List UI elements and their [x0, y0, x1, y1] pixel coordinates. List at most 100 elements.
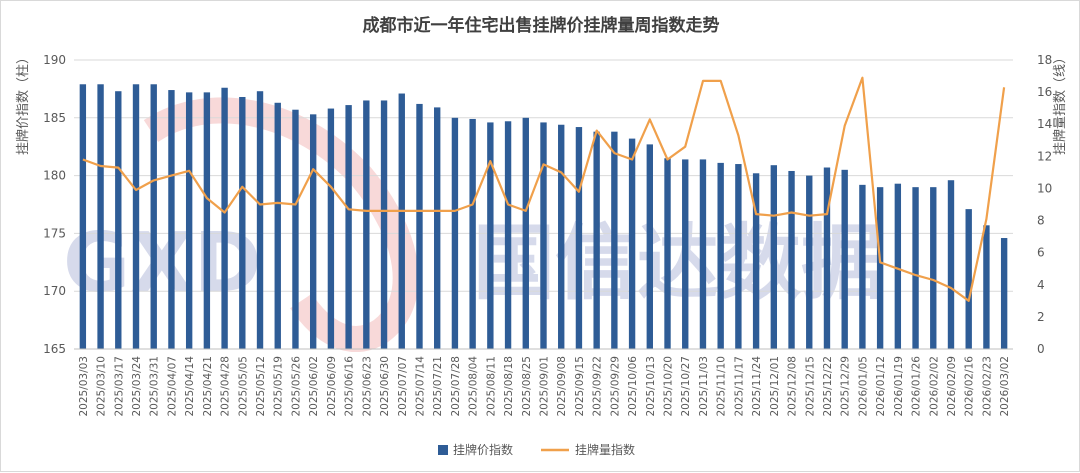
x-tick-label: 2025/03/17 [113, 356, 125, 417]
y-right-tick-label: 18 [1037, 53, 1052, 67]
x-tick-label: 2025/09/08 [556, 356, 568, 417]
x-tick-label: 2026/01/26 [911, 356, 923, 417]
bar [983, 225, 989, 349]
x-tick-label: 2025/05/19 [273, 356, 285, 417]
x-tick-label: 2025/09/01 [539, 356, 551, 417]
bar [257, 91, 263, 349]
bar [629, 139, 635, 349]
x-tick-label: 2026/02/23 [981, 356, 993, 417]
x-tick-label: 2025/12/22 [822, 356, 834, 417]
bar [469, 119, 475, 349]
y-left-tick-label: 175 [43, 226, 66, 240]
x-tick-label: 2025/07/07 [397, 356, 409, 417]
y-right-tick-label: 0 [1037, 342, 1045, 356]
x-tick-label: 2026/03/02 [999, 356, 1011, 417]
x-tick-label: 2025/12/15 [804, 356, 816, 417]
bar [540, 122, 546, 349]
x-tick-label: 2025/08/18 [503, 356, 515, 417]
legend-bar-swatch [438, 445, 448, 455]
bar [735, 164, 741, 349]
bar [576, 127, 582, 349]
x-tick-label: 2025/08/04 [468, 356, 480, 417]
y-right-tick-label: 4 [1037, 278, 1045, 292]
bar [487, 122, 493, 349]
bar [452, 118, 458, 349]
x-tick-label: 2025/11/10 [716, 356, 728, 417]
bar [841, 170, 847, 349]
bar [593, 132, 599, 349]
x-tick-label: 2025/10/27 [680, 356, 692, 417]
x-tick-label: 2026/02/16 [964, 356, 976, 417]
x-tick-label: 2025/06/09 [326, 356, 338, 417]
bar [239, 97, 245, 349]
y-left-tick-label: 190 [43, 53, 66, 67]
bar [912, 187, 918, 349]
y-axis-right-title: 挂牌量指数（线） [1052, 51, 1068, 155]
bar [611, 132, 617, 349]
y-right-tick-label: 6 [1037, 246, 1045, 260]
x-tick-label: 2025/12/01 [769, 356, 781, 417]
bar [310, 114, 316, 349]
x-tick-label: 2025/05/26 [290, 356, 302, 417]
x-tick-label: 2026/01/19 [893, 356, 905, 417]
bar [895, 184, 901, 349]
bar [771, 165, 777, 349]
x-tick-label: 2026/01/05 [857, 356, 869, 417]
x-tick-label: 2025/09/15 [574, 356, 586, 417]
bar [523, 118, 529, 349]
x-tick-label: 2025/05/12 [255, 356, 267, 417]
x-tick-label: 2025/05/05 [237, 356, 249, 417]
x-tick-label: 2025/11/17 [733, 356, 745, 417]
y-right-tick-label: 16 [1037, 85, 1052, 99]
x-tick-label: 2025/04/28 [220, 356, 232, 417]
x-tick-label: 2025/07/21 [432, 356, 444, 417]
x-tick-label: 2025/08/11 [485, 356, 497, 417]
y-left-tick-label: 165 [43, 342, 66, 356]
bar [806, 176, 812, 349]
y-right-tick-label: 2 [1037, 310, 1045, 324]
bar [948, 180, 954, 349]
bar [97, 84, 103, 349]
x-tick-label: 2025/03/10 [96, 356, 108, 417]
y-left-tick-label: 185 [43, 111, 66, 125]
y-right-tick-label: 14 [1037, 117, 1052, 131]
x-tick-label: 2025/07/14 [414, 356, 426, 417]
bar [1001, 238, 1007, 349]
bar [859, 185, 865, 349]
y-axis-left-title: 挂牌价指数（柱） [15, 51, 31, 155]
x-tick-label: 2025/07/28 [450, 356, 462, 417]
bar [717, 163, 723, 349]
bar [700, 159, 706, 349]
bar [204, 92, 210, 349]
x-tick-label: 2025/06/30 [379, 356, 391, 417]
bar [345, 105, 351, 349]
watermark-logo: GXD [63, 216, 262, 311]
y-right-tick-label: 10 [1037, 181, 1052, 195]
x-tick-label: 2026/02/09 [946, 356, 958, 417]
x-tick-label: 2025/11/03 [698, 356, 710, 417]
bar [151, 84, 157, 349]
x-tick-label: 2025/04/14 [184, 356, 196, 417]
x-tick-label: 2025/04/07 [166, 356, 178, 417]
bar [434, 107, 440, 349]
bar [275, 103, 281, 349]
x-tick-label: 2025/11/24 [751, 356, 763, 417]
bar [363, 100, 369, 349]
bar [399, 94, 405, 349]
bar [168, 90, 174, 349]
x-tick-label: 2025/10/20 [663, 356, 675, 417]
x-tick-label: 2025/04/21 [202, 356, 214, 417]
x-tick-label: 2025/10/06 [627, 356, 639, 417]
bar [647, 144, 653, 349]
bar [966, 209, 972, 349]
legend-line-label: 挂牌量指数 [575, 442, 635, 457]
bar [221, 88, 227, 349]
bar [664, 158, 670, 349]
bar [824, 168, 830, 349]
x-tick-label: 2025/09/29 [609, 356, 621, 417]
y-right-tick-label: 8 [1037, 214, 1045, 228]
x-tick-label: 2025/03/03 [78, 356, 90, 417]
